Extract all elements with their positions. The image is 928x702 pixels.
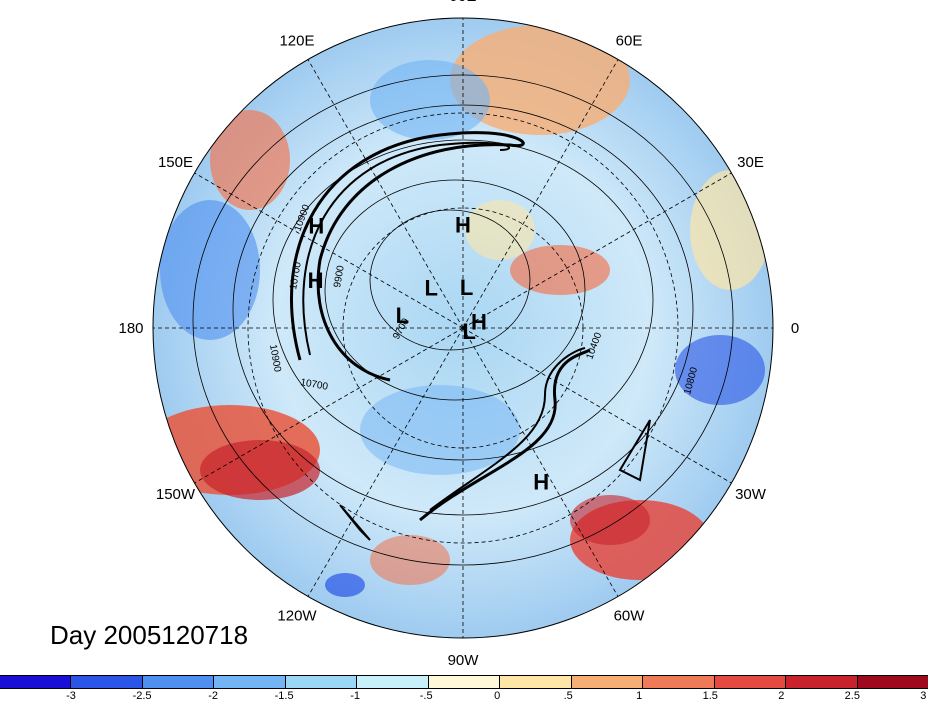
height-contours: [192, 74, 734, 566]
colorbar-tick-label: -2: [208, 690, 218, 702]
colorbar-swatch: [571, 676, 644, 688]
colorbar-tick-label: -.5: [419, 690, 433, 702]
colorbar-swatch: [857, 676, 928, 688]
longitude-label: 60W: [614, 608, 646, 625]
map-boundary: [152, 17, 774, 639]
contour-label: 10900: [267, 344, 283, 374]
longitude-label: 30E: [737, 154, 764, 171]
low-pressure-label: L: [424, 275, 437, 300]
high-pressure-label: H: [471, 310, 487, 335]
longitude-label: 60E: [616, 32, 643, 49]
contour-label: 10700: [288, 261, 304, 291]
contour-label: 10700: [299, 377, 329, 393]
high-pressure-label: H: [308, 213, 324, 238]
longitude-label: 150W: [156, 486, 196, 503]
colorbar-tick-label: -1: [350, 690, 361, 702]
longitude-label: 120W: [277, 608, 317, 625]
colorbar-swatch: [428, 676, 501, 688]
colorbar-tick-label: -1.5: [274, 690, 294, 702]
colorbar-tick-label: 1: [636, 690, 643, 702]
colorbar-swatch: [0, 676, 72, 688]
colorbar-tick-label: 2: [778, 690, 785, 702]
meridian-grid: [153, 18, 773, 638]
low-pressure-label: L: [460, 275, 473, 300]
longitude-label: 150E: [158, 154, 193, 171]
colorbar-tick-label: -3: [66, 690, 76, 702]
colorbar-swatch: [500, 676, 572, 688]
colorbar-swatch: [714, 676, 787, 688]
meridian-line: [194, 172, 464, 329]
longitude-label: 90W: [448, 652, 480, 669]
meridian-line: [462, 59, 619, 329]
longitude-label: 90E: [450, 0, 477, 5]
colorbar-tick-label: .5: [563, 690, 573, 702]
high-pressure-label: H: [308, 268, 324, 293]
colorbar-tick-label: 3: [920, 690, 927, 702]
low-pressure-label: L: [463, 319, 476, 344]
day-title: Day 2005120718: [50, 620, 249, 650]
colorbar-swatch: [357, 676, 429, 688]
high-pressure-label: H: [533, 469, 549, 494]
high-pressure-label: H: [455, 213, 471, 238]
colorbar-swatch: [214, 676, 286, 688]
meridian-line: [462, 327, 732, 484]
meridian-line: [307, 59, 464, 329]
longitude-label: 180: [118, 320, 143, 337]
colorbar-labels: -3 -2.5 -2 -1.5 -1 -.5 0 .5 1 1.5 2 2.5 3: [0, 690, 928, 702]
longitude-label: 120E: [279, 32, 314, 49]
meridian-line: [462, 172, 732, 329]
meridian-line: [462, 327, 619, 597]
longitude-labels: 90E 60E 30E 0 30W 60W 90W 120W 150W 180 150E 120E: [118, 0, 799, 669]
colorbar-swatch: [71, 676, 143, 688]
longitude-label: 0: [791, 320, 799, 337]
colorbar-swatch: [285, 676, 358, 688]
colorbar-tick-label: 2.5: [844, 690, 860, 702]
meridian-line: [194, 327, 464, 484]
colorbar: [0, 675, 928, 689]
colorbar-swatch: [643, 676, 715, 688]
colorbar-swatch: [142, 676, 215, 688]
contour-label: 9900: [332, 264, 347, 288]
low-pressure-label: L: [396, 303, 409, 328]
colorbar-swatch: [786, 676, 858, 688]
colorbar-tick-label: 0: [494, 690, 501, 702]
longitude-label: 30W: [735, 486, 767, 503]
colorbar-tick-label: 1.5: [702, 690, 718, 702]
colorbar-tick-label: -2.5: [132, 690, 152, 702]
meridian-line: [307, 327, 464, 597]
